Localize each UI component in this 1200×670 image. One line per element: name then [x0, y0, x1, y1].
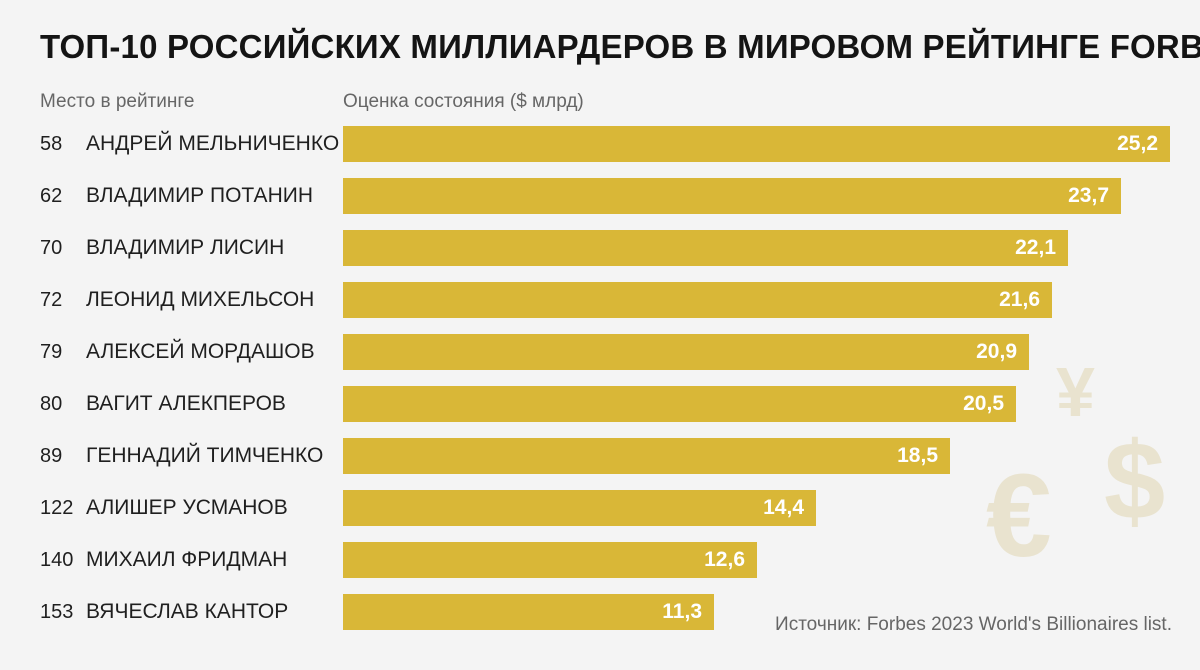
bar: 12,6: [343, 542, 757, 578]
chart-row: 70 ВЛАДИМИР ЛИСИН 22,1: [0, 230, 1200, 266]
rank-label: 153: [40, 601, 74, 623]
bar: 20,5: [343, 386, 1016, 422]
bar-value-label: 11,3: [662, 600, 702, 623]
chart-row: 58 АНДРЕЙ МЕЛЬНИЧЕНКО 25,2: [0, 126, 1200, 162]
chart-row: 140 МИХАИЛ ФРИДМАН 12,6: [0, 542, 1200, 578]
dollar-icon: $: [1104, 420, 1166, 543]
rank-label: 58: [40, 133, 63, 155]
bar: 20,9: [343, 334, 1029, 370]
category-label: МИХАИЛ ФРИДМАН: [86, 548, 288, 571]
category-label: АЛЕКСЕЙ МОРДАШОВ: [86, 340, 315, 363]
bar: 23,7: [343, 178, 1121, 214]
rank-label: 140: [40, 549, 74, 571]
bar-value-label: 23,7: [1068, 184, 1109, 207]
bar: 25,2: [343, 126, 1170, 162]
category-label: АНДРЕЙ МЕЛЬНИЧЕНКО: [86, 132, 340, 155]
bar-value-label: 25,2: [1117, 132, 1158, 155]
rank-label: 122: [40, 497, 74, 519]
rank-label: 79: [40, 341, 63, 363]
rank-column-header: Место в рейтинге: [40, 91, 195, 112]
category-label: ВАГИТ АЛЕКПЕРОВ: [86, 392, 286, 415]
chart-row: 80 ВАГИТ АЛЕКПЕРОВ 20,5: [0, 386, 1200, 422]
category-label: ЛЕОНИД МИХЕЛЬСОН: [86, 288, 315, 311]
rank-label: 72: [40, 289, 63, 311]
chart-row: 89 ГЕННАДИЙ ТИМЧЕНКО 18,5: [0, 438, 1200, 474]
bar: 14,4: [343, 490, 816, 526]
category-label: ГЕННАДИЙ ТИМЧЕНКО: [86, 444, 324, 467]
bar: 21,6: [343, 282, 1052, 318]
chart-row: 79 АЛЕКСЕЙ МОРДАШОВ 20,9: [0, 334, 1200, 370]
category-label: ВЛАДИМИР ЛИСИН: [86, 236, 285, 259]
chart-title: ТОП-10 РОССИЙСКИХ МИЛЛИАРДЕРОВ В МИРОВОМ…: [40, 28, 1200, 65]
chart-row: 153 ВЯЧЕСЛАВ КАНТОР 11,3: [0, 594, 1200, 630]
bar-value-label: 21,6: [999, 288, 1040, 311]
chart-row: 62 ВЛАДИМИР ПОТАНИН 23,7: [0, 178, 1200, 214]
value-axis-label: Оценка состояния ($ млрд): [343, 91, 584, 112]
yen-icon: ¥: [1056, 353, 1095, 431]
euro-icon: €: [986, 450, 1052, 582]
bar: 11,3: [343, 594, 714, 630]
bar-value-label: 22,1: [1015, 236, 1056, 259]
bar-value-label: 12,6: [704, 548, 745, 571]
source-note: Источник: Forbes 2023 World's Billionair…: [775, 614, 1172, 635]
bar: 18,5: [343, 438, 950, 474]
category-label: АЛИШЕР УСМАНОВ: [86, 496, 288, 519]
bar-value-label: 18,5: [897, 444, 938, 467]
bar-value-label: 14,4: [763, 496, 804, 519]
rank-label: 62: [40, 185, 63, 207]
chart-row: 72 ЛЕОНИД МИХЕЛЬСОН 21,6: [0, 282, 1200, 318]
bar-value-label: 20,9: [976, 340, 1017, 363]
category-label: ВЯЧЕСЛАВ КАНТОР: [86, 600, 289, 623]
category-label: ВЛАДИМИР ПОТАНИН: [86, 184, 313, 207]
rank-label: 89: [40, 445, 63, 467]
chart-row: 122 АЛИШЕР УСМАНОВ 14,4: [0, 490, 1200, 526]
bar-value-label: 20,5: [963, 392, 1004, 415]
rank-label: 80: [40, 393, 63, 415]
rank-label: 70: [40, 237, 63, 259]
bar: 22,1: [343, 230, 1068, 266]
